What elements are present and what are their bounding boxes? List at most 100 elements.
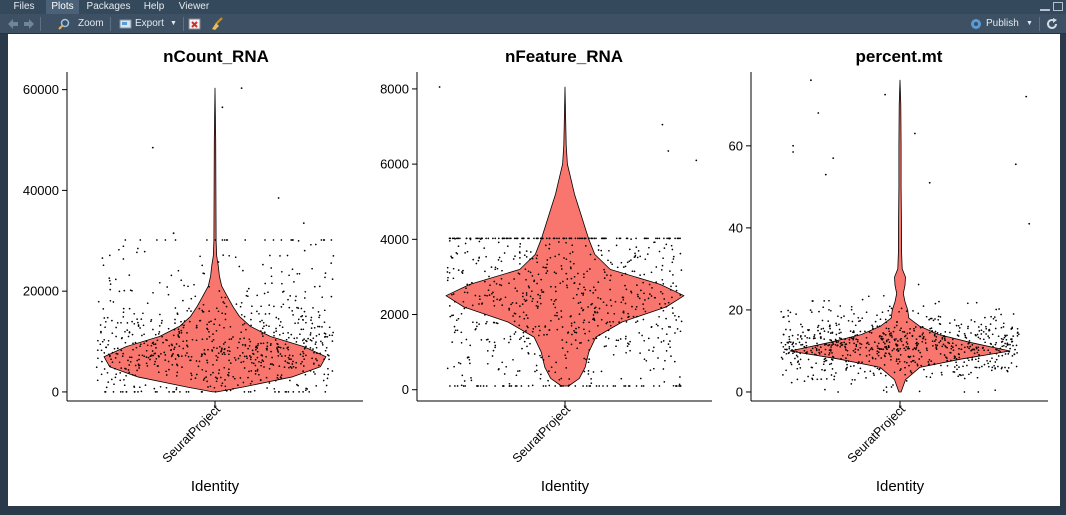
cell-point xyxy=(888,352,890,355)
cell-point xyxy=(454,300,456,303)
cell-point xyxy=(820,351,823,353)
cell-point xyxy=(485,255,487,258)
cell-point xyxy=(119,372,122,374)
export-button[interactable]: Export ▼ xyxy=(118,17,180,31)
cell-point xyxy=(788,340,791,343)
cell-point xyxy=(585,385,588,387)
cell-point xyxy=(971,356,974,359)
cell-point xyxy=(471,304,474,307)
cell-point xyxy=(310,339,313,342)
cell-point xyxy=(318,316,320,319)
cell-point xyxy=(658,237,661,240)
cell-point xyxy=(207,348,209,351)
cell-point xyxy=(953,371,956,373)
cell-point xyxy=(512,358,514,361)
cell-point xyxy=(242,381,245,384)
cell-point xyxy=(533,353,536,355)
tab-plots[interactable]: Plots xyxy=(46,0,79,14)
cell-point xyxy=(609,279,611,282)
cell-point xyxy=(796,378,799,381)
cell-point xyxy=(454,237,457,240)
tab-viewer[interactable]: Viewer xyxy=(178,1,210,12)
remove-plot-icon[interactable] xyxy=(188,17,202,31)
cell-point xyxy=(570,322,573,325)
cell-point xyxy=(486,350,489,352)
cell-point xyxy=(282,303,285,306)
cell-point xyxy=(323,373,326,376)
cell-point xyxy=(296,383,298,386)
cell-point xyxy=(488,275,490,278)
cell-point xyxy=(214,318,217,321)
refresh-icon[interactable] xyxy=(1045,17,1059,31)
cell-point xyxy=(977,326,980,328)
cell-point xyxy=(315,341,317,343)
cell-point xyxy=(217,261,220,263)
cell-point xyxy=(306,388,309,390)
cell-point xyxy=(995,319,997,322)
cell-point xyxy=(969,345,972,348)
tab-packages[interactable]: Packages xyxy=(86,1,131,12)
cell-point xyxy=(185,391,188,393)
cell-point xyxy=(224,385,227,388)
cell-point xyxy=(258,312,260,315)
cell-point xyxy=(1000,341,1003,343)
cell-point xyxy=(546,270,549,272)
cell-point xyxy=(203,349,206,351)
cell-point xyxy=(295,366,297,369)
cell-point xyxy=(814,337,816,340)
cell-point xyxy=(279,321,282,323)
tab-help[interactable]: Help xyxy=(143,1,165,12)
cell-point xyxy=(266,347,268,350)
cell-point xyxy=(208,330,210,333)
cell-point xyxy=(930,327,933,329)
tab-files[interactable]: Files xyxy=(13,1,35,12)
cell-point xyxy=(282,332,285,335)
cell-point xyxy=(186,344,188,347)
forward-arrow-icon[interactable] xyxy=(22,17,36,31)
cell-point xyxy=(177,355,180,358)
cell-point xyxy=(287,332,289,334)
cell-point xyxy=(577,237,579,240)
cell-point xyxy=(849,354,852,357)
cell-point xyxy=(97,357,99,360)
cell-point xyxy=(100,373,103,376)
cell-point xyxy=(566,278,569,280)
cell-point xyxy=(782,316,785,319)
cell-point xyxy=(908,332,911,334)
cell-point xyxy=(584,237,587,240)
publish-button[interactable]: Publish ▼ xyxy=(970,17,1036,31)
cell-point xyxy=(522,311,525,314)
cell-point xyxy=(245,355,248,358)
cell-point xyxy=(149,358,151,361)
cell-point xyxy=(514,385,517,387)
cell-point xyxy=(884,318,887,321)
cell-point xyxy=(194,295,197,298)
outlier-point xyxy=(817,112,820,114)
cell-point xyxy=(877,347,879,349)
cell-point xyxy=(268,325,270,328)
cell-point xyxy=(641,334,643,337)
cell-point xyxy=(139,343,142,346)
maximize-icon[interactable] xyxy=(1053,2,1063,11)
cell-point xyxy=(133,385,135,388)
cell-point xyxy=(268,312,271,315)
cell-point xyxy=(256,310,258,313)
minimize-icon[interactable] xyxy=(1040,2,1050,11)
cell-point xyxy=(984,316,986,319)
cell-point xyxy=(308,391,311,393)
cell-point xyxy=(460,312,463,315)
cell-point xyxy=(323,332,326,335)
cell-point xyxy=(607,312,609,314)
cell-point xyxy=(302,355,304,358)
outlier-point xyxy=(240,87,243,89)
broom-icon[interactable] xyxy=(210,17,224,31)
cell-point xyxy=(523,298,526,301)
back-arrow-icon[interactable] xyxy=(6,17,20,31)
cell-point xyxy=(542,385,545,387)
cell-point xyxy=(179,391,181,393)
cell-point xyxy=(550,366,553,369)
cell-point xyxy=(262,335,264,337)
cell-point xyxy=(578,313,581,315)
zoom-button[interactable]: Zoom xyxy=(48,17,106,31)
cell-point xyxy=(256,350,259,353)
